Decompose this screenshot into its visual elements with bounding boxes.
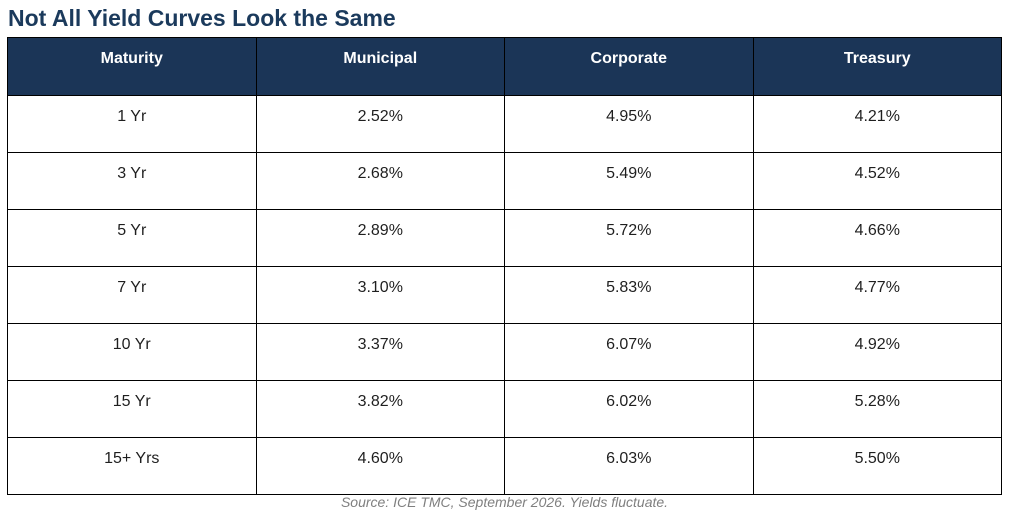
treasury-yield-cell: 5.50%: [752, 437, 1002, 495]
maturity-cell: 5 Yr: [7, 209, 257, 267]
column-header-municipal: Municipal: [255, 37, 505, 96]
table-row: 7 Yr 3.10% 5.83% 4.77%: [7, 266, 1002, 324]
table-body: 1 Yr 2.52% 4.95% 4.21% 3 Yr 2.68% 5.49% …: [7, 95, 1002, 495]
yield-table: Maturity Municipal Corporate Treasury 1 …: [7, 37, 1002, 495]
corporate-yield-cell: 5.72%: [504, 209, 754, 267]
municipal-yield-cell: 2.52%: [255, 95, 505, 153]
maturity-cell: 1 Yr: [7, 95, 257, 153]
corporate-yield-cell: 4.95%: [504, 95, 754, 153]
maturity-cell: 15+ Yrs: [7, 437, 257, 495]
table-row: 3 Yr 2.68% 5.49% 4.52%: [7, 152, 1002, 210]
municipal-yield-cell: 3.37%: [255, 323, 505, 381]
corporate-yield-cell: 6.02%: [504, 380, 754, 438]
maturity-cell: 7 Yr: [7, 266, 257, 324]
maturity-cell: 10 Yr: [7, 323, 257, 381]
treasury-yield-cell: 4.77%: [752, 266, 1002, 324]
table-row: 10 Yr 3.37% 6.07% 4.92%: [7, 323, 1002, 381]
municipal-yield-cell: 3.82%: [255, 380, 505, 438]
treasury-yield-cell: 5.28%: [752, 380, 1002, 438]
table-header: Maturity Municipal Corporate Treasury: [7, 37, 1002, 96]
corporate-yield-cell: 5.83%: [504, 266, 754, 324]
column-header-treasury: Treasury: [752, 37, 1002, 96]
corporate-yield-cell: 5.49%: [504, 152, 754, 210]
treasury-yield-cell: 4.52%: [752, 152, 1002, 210]
column-header-corporate: Corporate: [504, 37, 754, 96]
header-row: Maturity Municipal Corporate Treasury: [7, 37, 1002, 96]
municipal-yield-cell: 2.68%: [255, 152, 505, 210]
maturity-cell: 3 Yr: [7, 152, 257, 210]
treasury-yield-cell: 4.21%: [752, 95, 1002, 153]
treasury-yield-cell: 4.92%: [752, 323, 1002, 381]
municipal-yield-cell: 3.10%: [255, 266, 505, 324]
treasury-yield-cell: 4.66%: [752, 209, 1002, 267]
column-header-maturity: Maturity: [7, 37, 257, 96]
source-note: Source: ICE TMC, September 2026. Yields …: [340, 494, 669, 510]
table-row: 5 Yr 2.89% 5.72% 4.66%: [7, 209, 1002, 267]
corporate-yield-cell: 6.07%: [504, 323, 754, 381]
corporate-yield-cell: 6.03%: [504, 437, 754, 495]
municipal-yield-cell: 4.60%: [255, 437, 505, 495]
chart-title: Not All Yield Curves Look the Same: [8, 5, 396, 31]
maturity-cell: 15 Yr: [7, 380, 257, 438]
table-row: 1 Yr 2.52% 4.95% 4.21%: [7, 95, 1002, 153]
municipal-yield-cell: 2.89%: [255, 209, 505, 267]
table-row: 15+ Yrs 4.60% 6.03% 5.50%: [7, 437, 1002, 495]
table-row: 15 Yr 3.82% 6.02% 5.28%: [7, 380, 1002, 438]
